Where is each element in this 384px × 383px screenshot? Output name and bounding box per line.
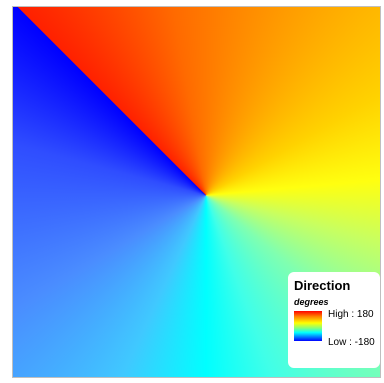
legend-high-label: High : 180 <box>328 309 374 320</box>
map-legend: Direction degrees High : 180 Low : -180 <box>288 272 380 368</box>
legend-color-ramp <box>294 311 322 341</box>
legend-title: Direction <box>294 278 351 293</box>
legend-body: High : 180 Low : -180 <box>294 309 375 349</box>
legend-units: degrees <box>294 297 329 307</box>
legend-low-label: Low : -180 <box>328 337 375 348</box>
